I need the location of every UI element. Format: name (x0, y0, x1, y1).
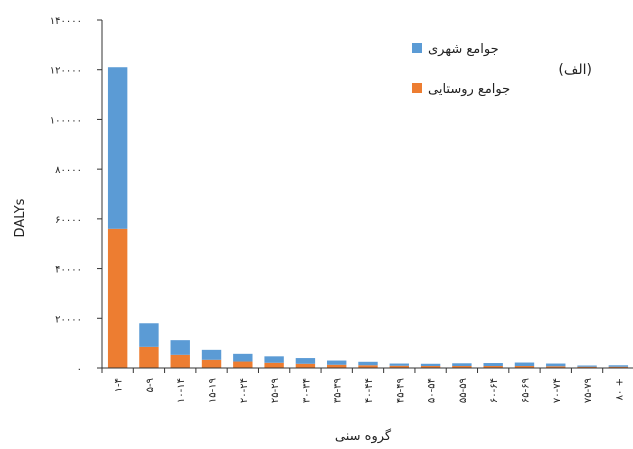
bar-segment-rural-8 (358, 365, 378, 368)
x-tick-label: ۸۰ + (614, 378, 625, 400)
x-ticks: ۱-۴ ۵-۹ ۱۰-۱۴ ۱۵-۱۹ ۲۰-۲۴ ۲۵-۲۹ ۳۰-۳۴ ۳۵-۳۹ ۴۰-۴… (101, 368, 625, 403)
bar-segment-rural-10 (420, 366, 441, 368)
bar-segment-rural-2 (170, 354, 190, 368)
legend-label-rural: جوامع روستایی (428, 82, 510, 97)
x-tick-label: ۲۵-۲۹ (270, 378, 281, 403)
bar-segment-urban-8 (358, 361, 378, 366)
bar-segment-rural-13 (514, 366, 535, 368)
bar-segment-urban-12 (483, 363, 503, 367)
bar-segment-rural-9 (389, 365, 409, 368)
y-tick-label: ۴۰۰۰۰ (55, 265, 82, 276)
x-tick-label: ۵-۹ (145, 378, 156, 392)
x-tick-label: ۱۰-۱۴ (176, 378, 187, 403)
x-tick-label: ۱۵-۱۹ (208, 378, 219, 403)
bars-layer (107, 67, 629, 368)
bar-segment-urban-5 (264, 356, 284, 363)
bar-segment-rural-14 (546, 366, 566, 368)
y-tick-label: ۸۰۰۰۰ (55, 165, 82, 176)
y-tick-label: ۶۰۰۰۰ (55, 215, 82, 226)
x-tick-label: ۳۰-۳۴ (301, 378, 312, 403)
bar-segment-rural-15 (577, 366, 597, 368)
bar-segment-rural-0 (107, 228, 128, 368)
x-tick-label: ۴۵-۴۹ (395, 378, 406, 403)
y-tick-label: ۱۰۰۰۰۰ (50, 115, 82, 126)
bar-segment-rural-16 (608, 366, 629, 368)
bar-segment-urban-15 (577, 365, 597, 367)
bar-segment-rural-11 (452, 366, 472, 368)
bar-segment-rural-1 (139, 346, 159, 368)
bar-segment-urban-1 (139, 323, 159, 347)
axes-layer (101, 20, 633, 369)
x-tick-label: ۵۵-۵۹ (458, 378, 469, 403)
x-tick-label: ۳۵-۳۹ (333, 378, 344, 403)
y-tick-label: ۱۲۰۰۰۰ (50, 66, 82, 77)
x-tick-label: ۷۵-۷۹ (583, 378, 594, 403)
bar-segment-urban-11 (452, 363, 472, 367)
bar-segment-urban-13 (514, 362, 535, 367)
bar-segment-urban-14 (546, 363, 566, 367)
bar-segment-urban-7 (327, 360, 347, 365)
x-tick-label: ۱-۴ (114, 378, 125, 392)
x-tick-label: ۴۰-۴۴ (364, 378, 375, 403)
bar-segment-rural-3 (201, 359, 222, 368)
legend-label-urban: جوامع شهری (428, 42, 499, 57)
y-tick-label: ۰ (77, 364, 82, 375)
legend: جوامع شهری جوامع روستایی (412, 42, 510, 97)
x-tick-label: ۷۰-۷۴ (552, 378, 563, 403)
y-tick-label: ۲۰۰۰۰ (55, 314, 82, 325)
bar-segment-rural-5 (264, 362, 284, 368)
legend-swatch-rural (412, 83, 422, 93)
bar-segment-urban-16 (608, 365, 629, 367)
x-axis-title: گروه سنی (335, 428, 392, 444)
panel-label: (الف) (558, 62, 592, 78)
bar-segment-rural-7 (327, 364, 347, 368)
y-tick-label: ۱۴۰۰۰۰ (50, 16, 82, 27)
bar-segment-rural-12 (483, 366, 503, 368)
y-ticks: ۰ ۲۰۰۰۰ ۴۰۰۰۰ ۶۰۰۰۰ ۸۰۰۰۰ ۱۰۰۰۰۰ ۱۲۰۰۰۰ ۱۴۰۰۰۰ (50, 16, 102, 375)
x-tick-label: ۶۰-۶۴ (489, 378, 500, 403)
bar-segment-urban-10 (420, 363, 441, 367)
x-tick-label: ۲۰-۲۴ (239, 378, 250, 403)
bar-segment-urban-2 (170, 340, 190, 355)
y-axis-title: DALYs (13, 198, 28, 237)
bar-segment-urban-6 (295, 358, 316, 364)
bar-segment-rural-6 (295, 363, 316, 368)
bar-segment-urban-0 (107, 67, 128, 229)
bar-segment-urban-9 (389, 363, 409, 366)
bar-segment-rural-4 (233, 361, 253, 368)
bar-segment-urban-3 (201, 349, 222, 360)
x-tick-label: ۵۰-۵۴ (427, 378, 438, 403)
bar-segment-urban-4 (233, 353, 253, 362)
x-tick-label: ۶۵-۶۹ (520, 378, 531, 403)
legend-swatch-urban (412, 43, 422, 53)
